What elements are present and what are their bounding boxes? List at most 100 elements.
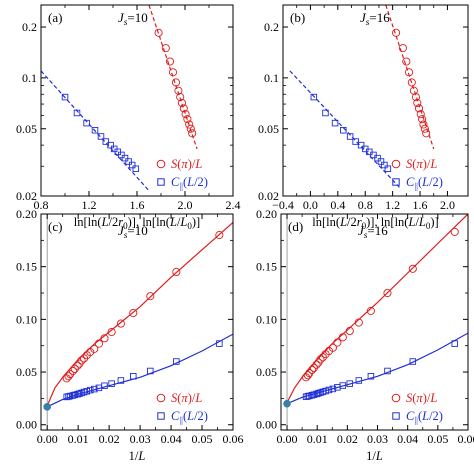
legend-marker-circle xyxy=(391,393,401,403)
fit-line-red xyxy=(46,221,233,407)
data-point-circle xyxy=(405,68,414,77)
x-tick-label: 1.2 xyxy=(82,198,97,212)
x-tick-label: 0.04 xyxy=(161,432,182,446)
fit-line-blue xyxy=(46,333,233,408)
plot-frame xyxy=(40,4,234,197)
data-point-circle xyxy=(383,288,392,298)
data-point-circle xyxy=(186,124,195,133)
y-tick-label: 0.05 xyxy=(16,122,37,136)
data-point-square xyxy=(384,165,392,172)
data-point-circle xyxy=(94,339,103,348)
fit-line-red xyxy=(385,5,435,150)
y-tick-label: 0.10 xyxy=(16,312,37,326)
data-point-circle xyxy=(179,104,188,113)
plot-frame xyxy=(40,213,234,431)
y-tick-label: 0.20 xyxy=(256,207,277,221)
panel-annotation: Js=16 xyxy=(358,223,388,241)
data-point-square xyxy=(121,154,129,162)
y-tick-label: 0.1 xyxy=(22,71,37,85)
data-point-square xyxy=(61,93,69,101)
data-point-circle xyxy=(171,78,181,87)
legend-label: S(π)/L xyxy=(171,391,202,405)
y-tick-label: 0.2 xyxy=(264,20,279,34)
data-point-square xyxy=(130,373,137,380)
data-point-square xyxy=(377,158,385,165)
data-point-circle xyxy=(301,373,311,382)
data-point-square xyxy=(107,141,114,149)
data-point-square xyxy=(329,385,337,393)
legend-label: S(π)/L xyxy=(406,391,437,405)
data-point-square xyxy=(346,380,354,387)
data-point-circle xyxy=(318,353,327,362)
x-tick-label: 0.05 xyxy=(192,432,213,446)
fit-line-red xyxy=(286,214,468,403)
x-tick-label: 0.02 xyxy=(99,432,120,446)
legend-label: C||(L/2) xyxy=(406,409,443,425)
x-tick-label: 0.06 xyxy=(223,432,244,446)
data-point-square xyxy=(71,391,79,399)
data-point-square xyxy=(352,138,359,145)
data-point-square xyxy=(357,141,365,149)
data-point-circle xyxy=(314,358,323,367)
data-point-circle xyxy=(183,115,192,124)
data-point-square xyxy=(334,384,341,391)
legend-marker-circle xyxy=(156,159,166,169)
y-tick-label: 0.1 xyxy=(264,71,279,85)
data-point-circle xyxy=(392,28,401,37)
x-tick-label: 0.8 xyxy=(34,198,49,212)
chart-panel-b: −0.4 0.0 0.4 0.8 1.2 1.6 2.0 0.02 0.05 0.1 0.2 (b) J… xyxy=(258,4,469,231)
panel-label: (d) xyxy=(288,219,303,234)
data-point-circle xyxy=(185,120,194,129)
data-point-circle xyxy=(333,338,342,347)
x-tick-label: 2.4 xyxy=(226,198,241,212)
x-tick-label: 1.6 xyxy=(130,198,145,212)
data-point-circle xyxy=(188,129,197,138)
legend-label: C||(L/2) xyxy=(171,175,208,191)
x-tick-label: 1.6 xyxy=(413,198,428,212)
data-point-square xyxy=(315,390,322,397)
data-point-circle xyxy=(75,359,84,368)
data-point-circle xyxy=(419,120,428,129)
data-point-circle xyxy=(398,44,407,53)
data-point-circle xyxy=(345,326,354,336)
data-point-square xyxy=(147,367,154,375)
x-tick-label: 0.05 xyxy=(427,432,448,446)
panel-label: (c) xyxy=(48,219,62,234)
data-point-square xyxy=(322,109,329,117)
y-tick-label: 0.2 xyxy=(22,20,37,34)
y-tick-label: 0.02 xyxy=(16,189,37,203)
data-point-circle xyxy=(366,306,375,315)
x-tick-label: 1.2 xyxy=(385,198,400,212)
legend-marker-circle xyxy=(156,393,166,403)
panel-label: (a) xyxy=(48,10,62,25)
plot-area xyxy=(41,5,198,192)
x-axis-title: ln[ln(L/2r0)], ln[ln(L/L0)] xyxy=(312,215,438,231)
data-point-circle xyxy=(154,28,163,37)
x-tick-label: 0.01 xyxy=(307,432,328,446)
y-tick-label: 0.15 xyxy=(256,260,277,274)
data-point-square xyxy=(76,390,83,397)
x-tick-label: 0.03 xyxy=(367,432,388,446)
data-point-square xyxy=(331,119,339,127)
data-point-circle xyxy=(177,98,187,108)
data-point-circle xyxy=(407,78,416,87)
plot-area xyxy=(46,221,233,408)
panel-annotation: Js=10 xyxy=(118,10,148,28)
extrapolated-point xyxy=(283,399,291,408)
x-axis-title: 1/L xyxy=(129,449,146,463)
legend-marker-square xyxy=(157,412,165,420)
data-point-square xyxy=(310,93,318,101)
data-point-square xyxy=(102,138,110,145)
data-point-square xyxy=(409,358,417,365)
data-point-square xyxy=(346,133,354,140)
data-point-circle xyxy=(165,57,175,66)
y-tick-label: 0.10 xyxy=(256,312,277,326)
data-point-circle xyxy=(146,292,155,301)
data-point-square xyxy=(78,389,85,397)
data-point-circle xyxy=(168,68,178,77)
y-tick-label: 0.20 xyxy=(16,207,37,221)
x-tick-label: 0.00 xyxy=(37,432,58,446)
data-point-square xyxy=(340,126,347,134)
data-point-square xyxy=(91,126,99,134)
